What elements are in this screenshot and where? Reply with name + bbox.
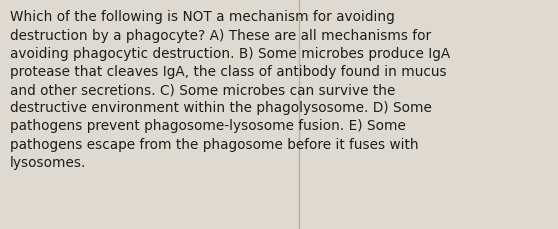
Text: Which of the following is NOT a mechanism for avoiding
destruction by a phagocyt: Which of the following is NOT a mechanis… (10, 10, 450, 169)
